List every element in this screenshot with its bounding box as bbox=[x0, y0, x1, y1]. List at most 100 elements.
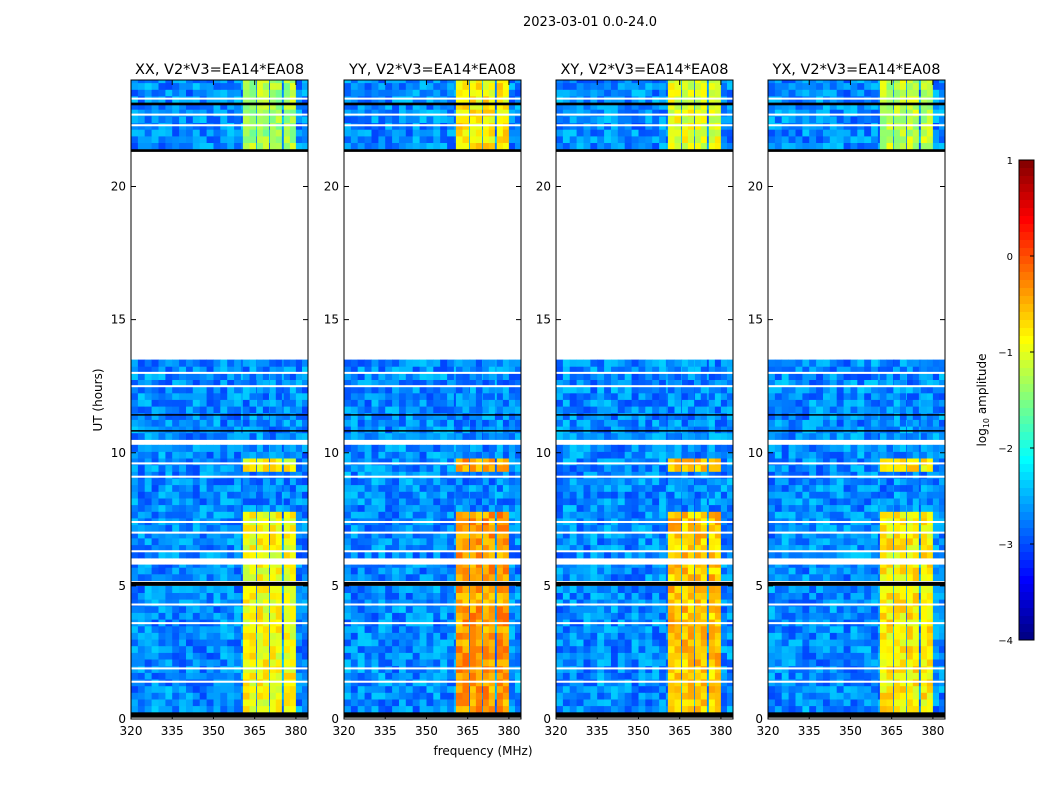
heatmap-cell bbox=[257, 386, 263, 393]
heatmap-cell bbox=[234, 465, 241, 472]
heatmap-cell bbox=[200, 538, 207, 545]
heatmap-cell bbox=[302, 706, 308, 713]
heatmap-cell bbox=[250, 360, 257, 367]
heatmap-cell bbox=[296, 491, 302, 498]
heatmap-cell bbox=[145, 498, 152, 505]
heatmap-cell bbox=[145, 485, 152, 492]
heatmap-cell bbox=[145, 511, 152, 518]
heatmap-cell bbox=[250, 116, 257, 123]
heatmap-cell bbox=[227, 706, 234, 713]
heatmap-cell bbox=[234, 136, 241, 143]
heatmap-cell bbox=[179, 498, 186, 505]
heatmap-cell bbox=[570, 451, 577, 458]
heatmap-cell bbox=[470, 672, 476, 679]
heatmap-cell bbox=[131, 478, 138, 485]
heatmap-cell bbox=[470, 538, 476, 545]
heatmap-cell bbox=[447, 360, 454, 367]
heatmap-cell bbox=[159, 433, 166, 440]
heatmap-cell bbox=[639, 525, 646, 532]
heatmap-cell bbox=[159, 538, 166, 545]
heatmap-cell bbox=[503, 465, 509, 472]
heatmap-cell bbox=[590, 511, 597, 518]
heatmap-cell bbox=[695, 565, 701, 568]
heatmap-cell bbox=[399, 525, 406, 532]
heatmap-cell bbox=[515, 613, 521, 620]
heatmap-cell bbox=[378, 445, 385, 452]
heatmap-cell bbox=[503, 692, 509, 699]
heatmap-cell bbox=[250, 538, 257, 545]
heatmap-cell bbox=[406, 565, 413, 568]
heatmap-cell bbox=[263, 567, 269, 574]
heatmap-cell bbox=[220, 426, 227, 433]
heatmap-cell bbox=[454, 565, 456, 568]
heatmap-cell bbox=[378, 633, 385, 640]
heatmap-cell bbox=[454, 633, 456, 640]
heatmap-cell bbox=[483, 699, 489, 706]
heatmap-cell bbox=[709, 606, 715, 613]
heatmap-cell bbox=[257, 626, 263, 633]
heatmap-cell bbox=[701, 574, 707, 581]
heatmap-cell bbox=[234, 451, 241, 458]
heatmap-cell bbox=[406, 525, 413, 532]
heatmap-cell bbox=[503, 525, 509, 532]
heatmap-cell bbox=[639, 505, 646, 512]
heatmap-cell bbox=[296, 400, 302, 407]
heatmap-cell bbox=[276, 89, 282, 96]
heatmap-cell bbox=[159, 525, 166, 532]
heatmap-cell bbox=[378, 498, 385, 505]
heatmap-cell bbox=[476, 593, 482, 600]
heatmap-cell bbox=[563, 613, 570, 620]
heatmap-cell bbox=[284, 652, 290, 659]
heatmap-cell bbox=[701, 699, 707, 706]
heatmap-cell bbox=[406, 692, 413, 699]
heatmap-cell bbox=[709, 538, 715, 545]
heatmap-cell bbox=[470, 699, 476, 706]
heatmap-cell bbox=[284, 433, 290, 440]
heatmap-cell bbox=[165, 451, 172, 458]
heatmap-cell bbox=[227, 360, 234, 367]
heatmap-cell bbox=[625, 551, 632, 558]
heatmap-cell bbox=[682, 478, 688, 485]
heatmap-cell bbox=[193, 505, 200, 512]
heatmap-cell bbox=[234, 639, 241, 646]
heatmap-cell bbox=[413, 652, 420, 659]
heatmap-cell bbox=[645, 686, 652, 693]
heatmap-cell bbox=[378, 565, 385, 568]
heatmap-cell bbox=[159, 565, 166, 568]
heatmap-cell bbox=[165, 400, 172, 407]
heatmap-cell bbox=[413, 445, 420, 452]
heatmap-cell bbox=[590, 699, 597, 706]
heatmap-cell bbox=[652, 613, 659, 620]
heatmap-cell bbox=[727, 465, 733, 472]
heatmap-cell bbox=[193, 652, 200, 659]
heatmap-cell bbox=[392, 400, 399, 407]
heatmap-cell bbox=[214, 465, 221, 472]
heatmap-cell bbox=[159, 83, 166, 90]
heatmap-cell bbox=[597, 626, 604, 633]
heatmap-cell bbox=[385, 136, 392, 143]
heatmap-cell bbox=[365, 400, 372, 407]
heatmap-cell bbox=[385, 538, 392, 545]
heatmap-cell bbox=[563, 639, 570, 646]
heatmap-cell bbox=[399, 672, 406, 679]
heatmap-cell bbox=[668, 498, 675, 505]
heatmap-cell bbox=[152, 400, 159, 407]
heatmap-cell bbox=[296, 116, 302, 123]
heatmap-cell bbox=[456, 565, 463, 568]
heatmap-cell bbox=[447, 659, 454, 666]
heatmap-cell bbox=[668, 652, 675, 659]
heatmap-cell bbox=[214, 567, 221, 574]
heatmap-cell bbox=[257, 406, 263, 413]
heatmap-cell bbox=[152, 143, 159, 150]
heatmap-cell bbox=[483, 659, 489, 666]
heatmap-cell bbox=[207, 129, 214, 136]
heatmap-cell bbox=[385, 406, 392, 413]
heatmap-cell bbox=[385, 659, 392, 666]
heatmap-cell bbox=[214, 400, 221, 407]
heatmap-cell bbox=[625, 593, 632, 600]
heatmap-cell bbox=[227, 613, 234, 620]
heatmap-cell bbox=[365, 565, 372, 568]
heatmap-cell bbox=[682, 672, 688, 679]
heatmap-cell bbox=[440, 406, 447, 413]
heatmap-cell bbox=[214, 136, 221, 143]
